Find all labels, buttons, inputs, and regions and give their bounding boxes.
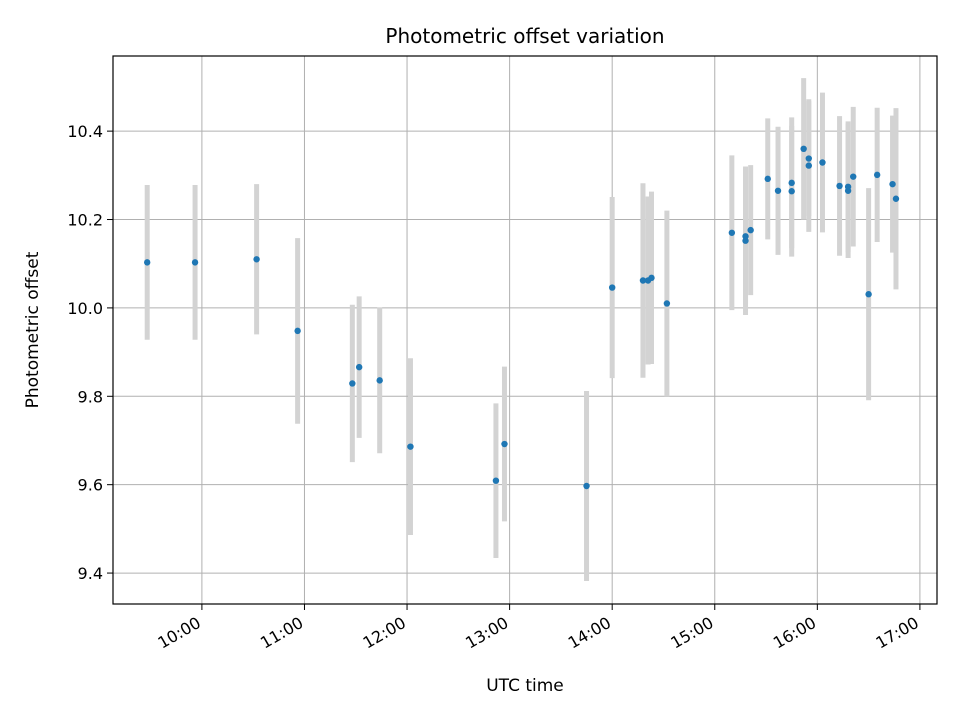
data-point: [850, 173, 857, 180]
data-point: [819, 159, 826, 166]
chart-title: Photometric offset variation: [385, 24, 664, 48]
data-point: [873, 171, 881, 179]
data-point: [892, 195, 900, 202]
data-point: [865, 291, 872, 298]
data-point: [608, 284, 616, 291]
y-tick-label: 10.4: [67, 122, 103, 141]
data-point: [788, 179, 795, 187]
plot-frame: [112, 55, 938, 605]
y-axis-ticks: 9.4 9.6 9.8 10.0 10.2 10.4: [67, 122, 113, 583]
data-point: [376, 377, 383, 384]
x-axis-title: UTC time: [486, 676, 564, 696]
y-tick-label: 9.4: [78, 564, 103, 583]
data-point: [805, 162, 812, 169]
y-axis-title: Photometric offset: [23, 251, 43, 408]
data-point: [844, 183, 852, 191]
data-point: [788, 188, 795, 195]
data-point: [889, 180, 896, 188]
data-point: [492, 477, 500, 484]
y-tick-label: 9.6: [78, 476, 103, 495]
data-point: [800, 145, 807, 153]
data-point: [349, 380, 356, 387]
data-points: [143, 145, 900, 490]
data-point: [742, 233, 749, 240]
data-point: [191, 259, 199, 266]
data-point: [253, 256, 260, 263]
data-point: [648, 274, 655, 282]
data-point: [728, 229, 736, 236]
y-tick-label: 10.2: [67, 211, 103, 230]
data-point: [143, 259, 151, 266]
data-point: [663, 300, 671, 307]
data-point: [742, 237, 749, 244]
data-point: [583, 482, 590, 490]
y-tick-label: 9.8: [78, 387, 103, 406]
data-point: [774, 187, 782, 194]
data-point: [747, 226, 754, 234]
data-point: [294, 327, 301, 335]
data-point: [407, 443, 414, 450]
data-point: [355, 363, 363, 371]
y-tick-label: 10.0: [67, 299, 103, 318]
data-point: [805, 155, 812, 162]
data-point: [639, 277, 647, 284]
data-point: [836, 182, 843, 190]
data-point: [764, 175, 771, 183]
data-point: [501, 440, 508, 448]
